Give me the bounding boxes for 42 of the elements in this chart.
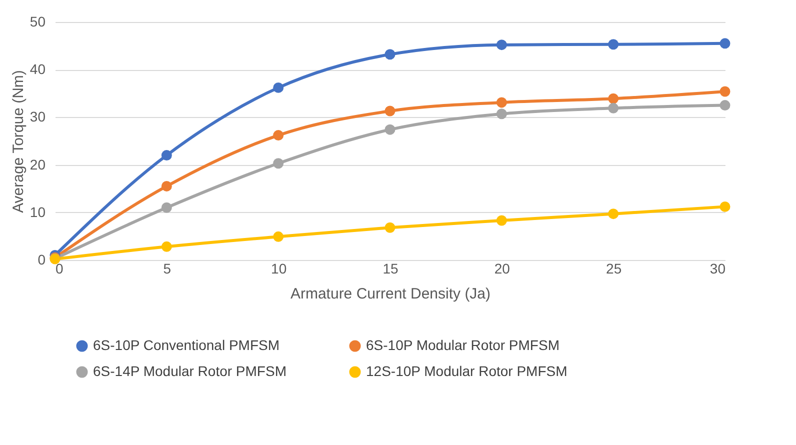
legend-label: 6S-10P Conventional PMFSM [93,337,280,353]
point [608,39,619,50]
point [273,231,284,242]
legend-label: 6S-10P Modular Rotor PMFSM [366,337,560,353]
point [273,158,284,169]
point [384,106,396,116]
x-axis-title: Armature Current Density (Ja) [290,286,491,302]
point [496,97,507,108]
x-tick-label: 10 [271,260,287,276]
point [720,86,730,97]
x-tick-label: 15 [382,260,398,276]
point [720,38,730,49]
y-tick-label: 10 [30,204,46,220]
point [608,102,619,114]
point [720,201,730,212]
x-tick-label: 30 [710,260,726,276]
point [161,202,172,213]
point [496,215,507,226]
x-tick-label: 0 [56,260,64,276]
point [273,130,284,141]
point [384,49,396,60]
y-tick-label: 20 [30,156,46,172]
point [496,108,507,120]
point [608,93,619,104]
legend-label: 6S-14P Modular Rotor PMFSM [93,363,286,379]
legend-label: 12S-10P Modular Rotor PMFSM [366,363,568,379]
point [161,241,172,252]
y-tick-label: 50 [30,14,46,30]
x-tick-label: 5 [163,260,172,276]
x-tick-label: 20 [494,260,510,276]
point [384,124,396,135]
point [161,180,172,192]
point [273,82,284,93]
point [384,222,396,233]
y-axis-title: Average Torque (Nm) [10,70,27,213]
point [496,40,507,50]
y-tick-label: 30 [30,108,46,125]
y-tick-label: 40 [30,61,46,78]
point [608,208,619,220]
x-tick-label: 25 [606,260,622,276]
point [161,150,172,161]
point [720,100,730,111]
